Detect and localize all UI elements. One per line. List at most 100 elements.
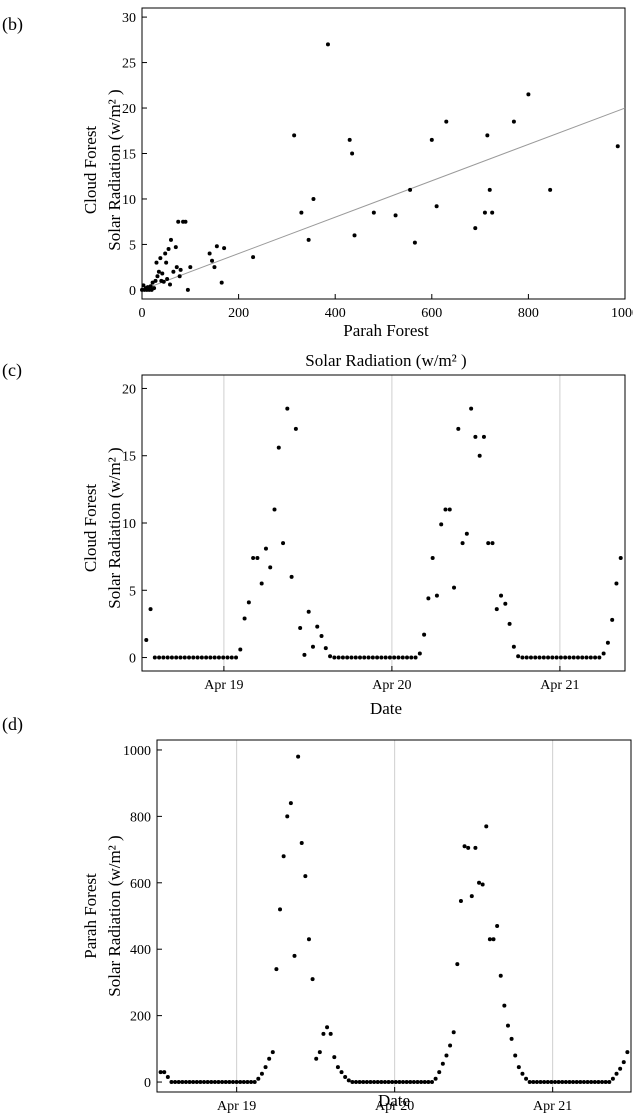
data-point [429,1080,434,1085]
data-point [299,210,304,215]
data-point [162,1070,167,1075]
data-point [314,1056,319,1061]
data-point [554,655,559,660]
data-point [371,210,376,215]
data-point [315,624,320,629]
data-point [605,640,610,645]
data-point [491,937,496,942]
y-tick-label: 0 [144,1076,151,1091]
data-point [372,1080,377,1085]
x-tick-label: Apr 19 [204,678,243,693]
data-point [502,1003,507,1008]
data-point [370,655,375,660]
data-point [152,286,157,291]
data-point [171,269,176,274]
data-point [545,1080,550,1085]
data-point [511,644,516,649]
y-tick-label: 10 [122,517,136,532]
data-point [592,1080,597,1085]
data-point [234,655,239,660]
data-point [194,1080,199,1085]
data-point [481,434,486,439]
data-point [227,1080,232,1085]
data-point [419,1080,424,1085]
data-point [332,655,337,660]
data-point [473,434,478,439]
data-point [511,119,516,124]
data-point [352,233,357,238]
data-point [448,1043,453,1048]
data-point [219,280,224,285]
data-point [178,267,183,272]
y-tick-label: 0 [129,652,136,667]
data-point [574,1080,579,1085]
data-point [156,269,161,274]
data-point [281,541,286,546]
y-tick-label: 200 [130,1010,151,1025]
data-point [214,244,219,249]
data-point [238,647,243,652]
chart-d-xlabel: Date [378,1091,410,1110]
x-tick-label: Apr 20 [372,678,411,693]
data-point [302,652,307,657]
data-point [415,1080,420,1085]
data-point [191,655,196,660]
data-point [538,1080,543,1085]
data-point [202,1080,207,1085]
data-point [437,1070,442,1075]
data-point [158,256,163,261]
data-point [340,655,345,660]
data-point [328,654,333,659]
data-point [198,1080,203,1085]
data-point [141,283,146,288]
data-point [346,1078,351,1083]
data-point [176,1080,181,1085]
x-tick-label: Apr 20 [375,1099,414,1113]
data-point [148,607,153,612]
data-point [350,151,355,156]
data-point [452,585,457,590]
data-point [180,1080,185,1085]
data-point [357,655,362,660]
data-point [177,274,182,279]
data-point [246,600,251,605]
data-point [614,581,619,586]
data-point [397,1080,402,1085]
data-point [499,593,504,598]
data-point [347,137,352,142]
data-point [460,541,465,546]
data-point [252,1080,257,1085]
panel-label-d: (d) [2,714,23,735]
data-point [251,255,256,260]
data-point [480,882,485,887]
data-point [335,1065,340,1070]
data-point [268,565,273,570]
data-point [473,226,478,231]
data-point [440,1061,445,1066]
data-point [462,844,467,849]
data-point [353,655,358,660]
data-point [615,144,620,149]
data-point [176,219,181,224]
y-tick-label: 600 [130,877,151,892]
data-point [409,655,414,660]
data-point [584,655,589,660]
data-point [534,1080,539,1085]
data-point [285,814,290,819]
data-point [575,655,580,660]
data-point [144,638,149,643]
data-point [354,1080,359,1085]
data-point [187,655,192,660]
y-tick-label: 400 [130,943,151,958]
data-point [160,271,165,276]
data-point [560,1080,565,1085]
data-point [173,245,178,250]
y-tick-label: 0 [129,284,136,299]
data-point [379,655,384,660]
data-point [485,133,490,138]
chart-b-xlabel-line1: Parah Forest [343,321,429,340]
data-point [296,754,301,759]
data-point [229,655,234,660]
data-point [516,1065,521,1070]
data-point [208,655,213,660]
